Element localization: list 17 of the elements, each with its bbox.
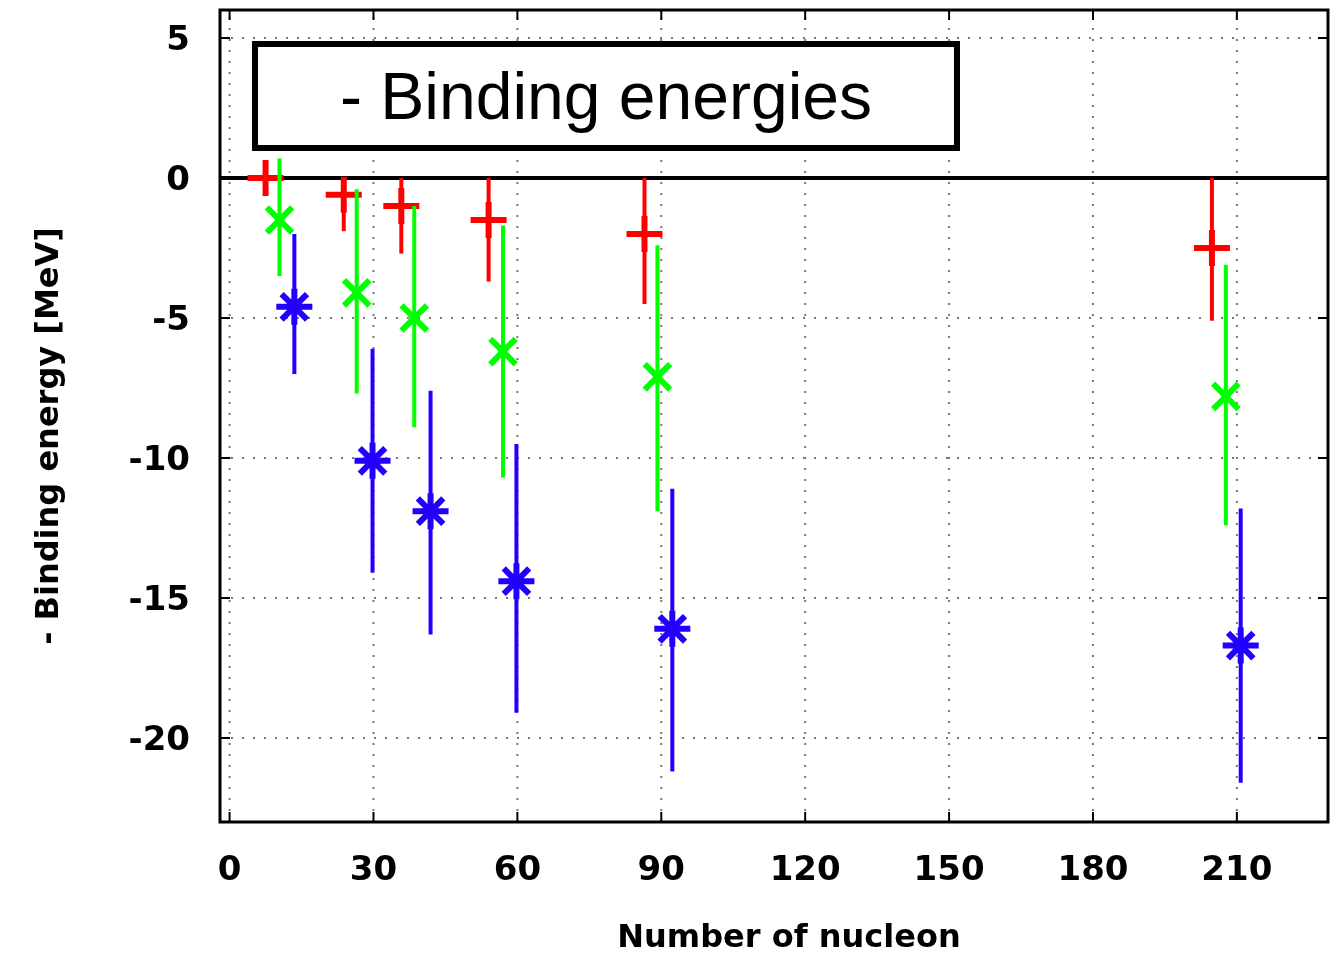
x-tick-label: 90 (637, 848, 685, 888)
x-tick-label: 60 (493, 848, 542, 888)
x-tick-label: 120 (769, 848, 841, 888)
y-axis-title: - Binding energy [MeV] (28, 227, 66, 645)
y-tick-label: -15 (128, 577, 190, 618)
x-tick-label: 30 (349, 848, 398, 888)
y-tick-label: -20 (128, 717, 190, 758)
text: - Binding energies (340, 59, 872, 134)
y-tick-label: 0 (166, 157, 190, 198)
x-tick-label: 180 (1057, 848, 1129, 888)
x-axis-title: Number of nucleon (617, 917, 961, 955)
y-tick-label: -5 (152, 297, 190, 338)
x-tick-label: 0 (217, 848, 242, 888)
x-tick-label: 210 (1201, 848, 1273, 888)
x-tick-label: 150 (913, 848, 985, 888)
y-tick-label: -10 (128, 437, 190, 478)
y-tick-label: 5 (166, 17, 190, 58)
